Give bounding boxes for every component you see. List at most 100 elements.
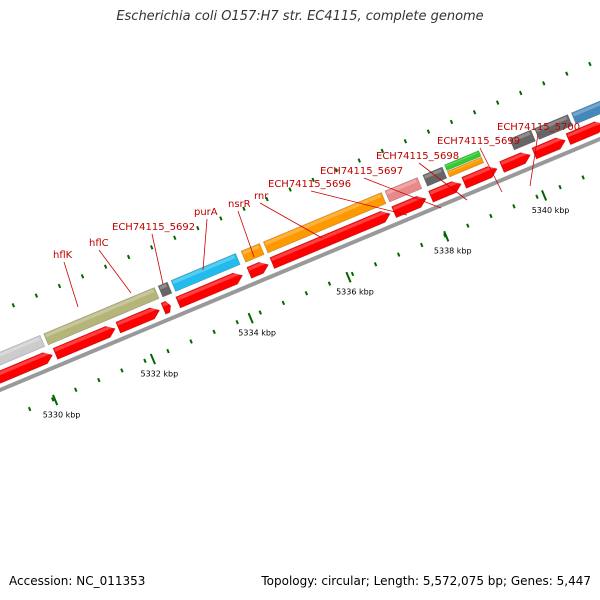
major-tick — [443, 230, 450, 242]
cds-arrow-5 — [246, 261, 269, 279]
outer-tick — [588, 61, 592, 67]
inner-tick — [327, 281, 332, 286]
gene-bar-5700a-shine — [510, 131, 531, 143]
gene-bar-nsrR-shine — [242, 245, 260, 255]
outer-tick — [242, 206, 246, 212]
gene-bar-5696 — [384, 177, 423, 203]
inner-tick — [166, 348, 170, 354]
leader-line-ECH74115_5697 — [363, 177, 442, 209]
major-tick — [247, 312, 254, 324]
backbone-line — [0, 136, 600, 393]
gene-bar-5692 — [157, 281, 173, 298]
inner-tick — [212, 329, 216, 335]
cds-arrow-0 — [0, 352, 54, 393]
major-tick — [52, 394, 59, 406]
major-tick — [149, 353, 156, 365]
outer-tick — [288, 187, 292, 192]
inner-tick — [581, 175, 585, 180]
inner-tick — [258, 310, 262, 315]
outer-tick — [150, 245, 154, 250]
outer-tick — [34, 293, 39, 298]
gene-bar-purA — [170, 253, 241, 292]
gene-label-ECH74115_5699: ECH74115_5699 — [437, 136, 520, 147]
outer-tick — [103, 264, 108, 269]
gene-bar-5698-shine — [448, 158, 481, 173]
gene-bar-blue — [570, 87, 600, 125]
map-title: Escherichia coli O157:H7 str. EC4115, co… — [116, 9, 484, 24]
leader-line-ECH74115_5700 — [529, 133, 539, 187]
cds-arrow-6 — [269, 210, 391, 270]
outer-tick — [495, 100, 500, 105]
inner-tick — [74, 387, 78, 392]
gene-bar-5692-shine — [159, 283, 168, 290]
inner-tick — [27, 406, 32, 412]
gene-bar-hflK-hflC — [43, 287, 160, 346]
leader-line-ECH74115_5696 — [310, 190, 408, 216]
leader-line-ECH74115_5692 — [151, 233, 164, 285]
cds-arrow-12-shine — [567, 120, 600, 138]
cds-arrow-8 — [428, 181, 462, 203]
outer-tick — [565, 71, 569, 76]
cds-arrow-1-shine — [54, 324, 113, 352]
inner-tick — [97, 377, 101, 383]
cds-arrow-10 — [499, 152, 531, 173]
inner-tick — [350, 271, 355, 277]
gene-bar-rnr — [262, 192, 387, 254]
outer-tick — [542, 81, 546, 86]
cds-arrow-9-shine — [462, 165, 495, 181]
genome-backbone — [0, 136, 600, 393]
gene-label-ECH74115_5696: ECH74115_5696 — [268, 179, 351, 190]
cds-arrow-4-shine — [176, 271, 241, 301]
gene-label-hflC: hflC — [89, 238, 109, 249]
gene-bar-light-gray — [0, 334, 46, 377]
tick-label-5338: 5338 kbp — [434, 247, 472, 256]
topology-text: Topology: circular; Length: 5,572,075 bp… — [261, 574, 591, 588]
cds-arrow-2 — [115, 307, 161, 334]
gene-bar-5696-shine — [386, 179, 418, 195]
outer-tick — [126, 254, 131, 260]
leader-line-nsrR — [237, 210, 255, 258]
inner-tick — [120, 368, 124, 373]
cds-arrow-7-shine — [392, 194, 424, 211]
cds-arrow-0-shine — [0, 351, 51, 385]
tick-label-5340: 5340 kbp — [532, 206, 570, 215]
inner-tick — [512, 204, 516, 209]
axis-tick-labels: 5330 kbp 5332 kbp 5334 kbp 5336 kbp 5338 kbp… — [43, 206, 570, 420]
tick-label-5332: 5332 kbp — [141, 370, 179, 379]
gene-label-purA: purA — [194, 207, 218, 218]
leader-line-purA — [202, 218, 208, 271]
cds-arrow-5-shine — [248, 260, 266, 271]
major-tick — [345, 271, 352, 283]
cds-arrow-10-shine — [500, 151, 528, 165]
outer-tick — [173, 235, 177, 240]
gene-label-hflK: hflK — [53, 250, 73, 261]
gene-bar-5700b-shine — [535, 116, 568, 132]
cds-arrow-4 — [175, 272, 244, 309]
outer-tick — [380, 148, 385, 154]
gene-label-ECH74115_5698: ECH74115_5698 — [376, 151, 459, 162]
gene-labels: hflKhflCECH74115_5692purAnsrRrnrECH74115… — [53, 122, 580, 261]
feature-tracks — [0, 87, 600, 393]
gene-bar-rnr-shine — [264, 194, 382, 246]
inner-tick — [443, 233, 447, 238]
cds-arrow-11 — [531, 137, 566, 160]
outer-tick — [196, 225, 200, 231]
cds-arrow-11-shine — [533, 136, 563, 152]
tick-label-5330: 5330 kbp — [43, 410, 81, 419]
gene-bar-5698 — [446, 156, 485, 178]
inner-tick — [558, 184, 562, 190]
inner-tick — [304, 291, 309, 296]
outer-tick — [311, 177, 315, 183]
gene-bar-5697 — [422, 166, 448, 187]
inner-tick — [420, 242, 424, 248]
outer-tick — [11, 303, 16, 308]
outer-tick — [357, 158, 361, 163]
major-tick — [541, 189, 548, 201]
leader-line-rnr — [259, 202, 323, 239]
gene-bar-hflK-hflC-shine — [44, 289, 155, 338]
cds-arrow-12 — [565, 121, 600, 146]
inner-tick — [466, 223, 470, 228]
cds-arrow-8-shine — [429, 180, 459, 195]
gene-bar-purA-shine — [172, 255, 236, 284]
inner-tick — [373, 262, 378, 267]
